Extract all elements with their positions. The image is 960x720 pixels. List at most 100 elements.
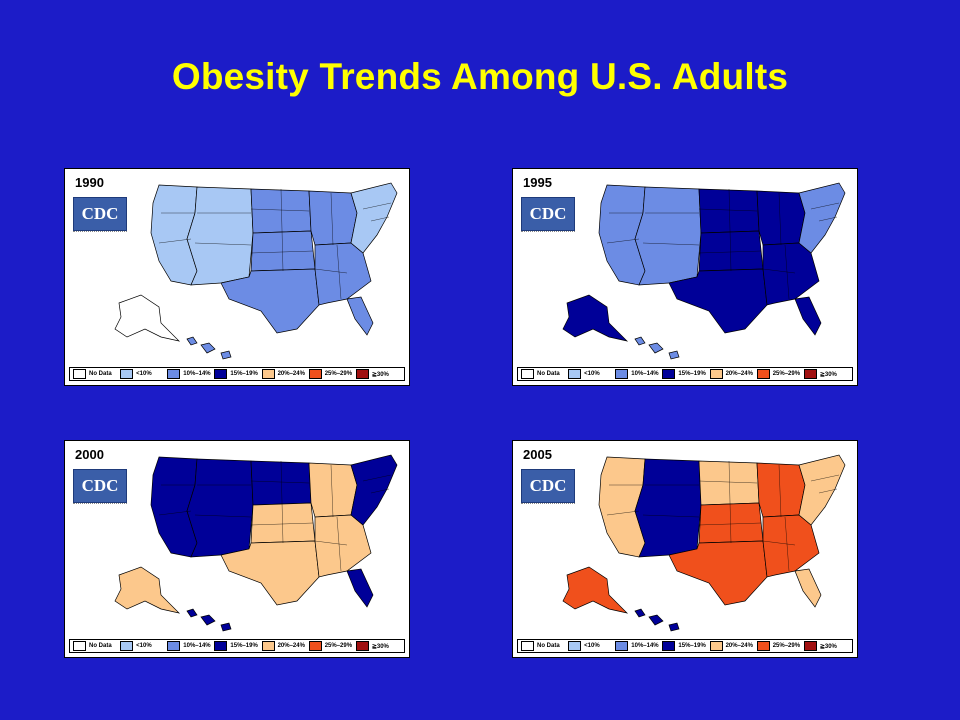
region-midwest: [308, 462, 358, 518]
region-midwest: [756, 462, 806, 518]
region-mountain: [186, 458, 254, 558]
slide-title: Obesity Trends Among U.S. Adults: [171, 56, 789, 97]
legend-label: No Data: [537, 643, 560, 649]
legend-swatch: [709, 641, 723, 651]
legend-swatch: [120, 641, 134, 651]
us-map-1995: [562, 182, 846, 360]
legend-label: 25%–29%: [324, 371, 353, 377]
region-northeast: [350, 182, 398, 254]
us-map-2005: [562, 454, 846, 632]
legend-label: 15%–19%: [678, 371, 706, 377]
legend-label: 15%–19%: [230, 643, 258, 649]
region-northeast: [798, 182, 846, 254]
legend-item-no-data: No Data: [521, 641, 566, 651]
legend-swatch: [355, 369, 369, 379]
legend-swatch: [709, 369, 723, 379]
legend-item-15-19: 15%–19%: [214, 369, 259, 379]
region-texas: [220, 268, 320, 334]
region-florida: [794, 568, 822, 608]
cdc-logo: CDC: [73, 469, 127, 503]
legend-label: 25%–29%: [772, 371, 801, 377]
region-texas: [220, 540, 320, 606]
cdc-tagline: [521, 503, 575, 507]
cdc-tagline: [521, 231, 575, 235]
legend-item-10-14: 10%–14%: [615, 641, 660, 651]
legend-item-no-data: No Data: [521, 369, 566, 379]
legend-label: 10%–14%: [631, 371, 659, 377]
legend-swatch: [521, 369, 534, 379]
legend-swatch: [167, 641, 181, 651]
legend-swatch: [120, 369, 134, 379]
legend-item-15-19: 15%–19%: [662, 369, 707, 379]
legend-label: 10%–14%: [631, 643, 659, 649]
legend-label: <10%: [584, 643, 600, 649]
legend-item-ge30: ≧30%: [355, 369, 401, 379]
region-florida: [346, 568, 374, 608]
legend-label: ≧30%: [819, 371, 837, 378]
state-borders: [158, 460, 392, 572]
legend-swatch: [214, 369, 228, 379]
state-borders: [606, 460, 840, 572]
legend-item-25-29: 25%–29%: [756, 369, 802, 379]
region-hawaii: [634, 608, 680, 632]
legend-swatch: [615, 369, 629, 379]
legend-label: 15%–19%: [230, 371, 258, 377]
region-hawaii: [634, 336, 680, 360]
legend-item-15-19: 15%–19%: [662, 641, 707, 651]
legend-item-no-data: No Data: [73, 369, 118, 379]
map-year: 1990: [75, 175, 104, 190]
region-midwest: [308, 190, 358, 246]
legend-swatch: [615, 641, 629, 651]
legend-item-lt10: <10%: [120, 641, 165, 651]
us-map-1990: [114, 182, 398, 360]
legend-item-10-14: 10%–14%: [167, 369, 212, 379]
legend-item-25-29: 25%–29%: [308, 641, 354, 651]
region-alaska: [562, 566, 629, 614]
legend-swatch: [308, 369, 322, 379]
region-texas: [668, 268, 768, 334]
legend-swatch: [803, 369, 817, 379]
cdc-logo: CDC: [521, 197, 575, 231]
region-hawaii: [186, 336, 232, 360]
map-panel-2005: 2005 CDC No Data <10% 10%–14% 15%–19% 20%–24…: [512, 440, 858, 658]
legend-label: 20%–24%: [277, 371, 305, 377]
legend-item-10-14: 10%–14%: [615, 369, 660, 379]
map-legend: No Data <10% 10%–14% 15%–19% 20%–24% 25%–29% ≧…: [69, 639, 405, 653]
region-florida: [794, 296, 822, 336]
legend-label: 20%–24%: [725, 643, 753, 649]
map-year: 2005: [523, 447, 552, 462]
legend-swatch: [355, 641, 369, 651]
legend-label: 20%–24%: [725, 371, 753, 377]
region-mountain: [634, 458, 702, 558]
legend-label: No Data: [537, 371, 560, 377]
legend-swatch: [214, 641, 228, 651]
region-mountain: [634, 186, 702, 286]
legend-swatch: [308, 641, 322, 651]
legend-item-15-19: 15%–19%: [214, 641, 259, 651]
legend-item-20-24: 20%–24%: [709, 369, 755, 379]
legend-item-10-14: 10%–14%: [167, 641, 212, 651]
state-borders: [158, 188, 392, 300]
legend-item-no-data: No Data: [73, 641, 118, 651]
legend-label: 10%–14%: [183, 371, 211, 377]
map-legend: No Data <10% 10%–14% 15%–19% 20%–24% 25%–29% ≧…: [517, 639, 853, 653]
legend-item-ge30: ≧30%: [803, 641, 849, 651]
cdc-tagline: [73, 503, 127, 507]
legend-item-20-24: 20%–24%: [261, 641, 307, 651]
legend-label: ≧30%: [371, 643, 389, 650]
map-legend: No Data <10% 10%–14% 15%–19% 20%–24% 25%–29% ≧…: [69, 367, 405, 381]
state-borders: [606, 188, 840, 300]
region-alaska: [114, 566, 181, 614]
legend-item-25-29: 25%–29%: [756, 641, 802, 651]
legend-swatch: [73, 641, 86, 651]
us-map-2000: [114, 454, 398, 632]
map-year: 2000: [75, 447, 104, 462]
region-alaska: [562, 294, 629, 342]
legend-swatch: [568, 369, 582, 379]
cdc-logo: CDC: [73, 197, 127, 231]
legend-label: 25%–29%: [324, 643, 353, 649]
legend-swatch: [756, 641, 770, 651]
legend-swatch: [756, 369, 770, 379]
region-mountain: [186, 186, 254, 286]
legend-label: ≧30%: [371, 371, 389, 378]
